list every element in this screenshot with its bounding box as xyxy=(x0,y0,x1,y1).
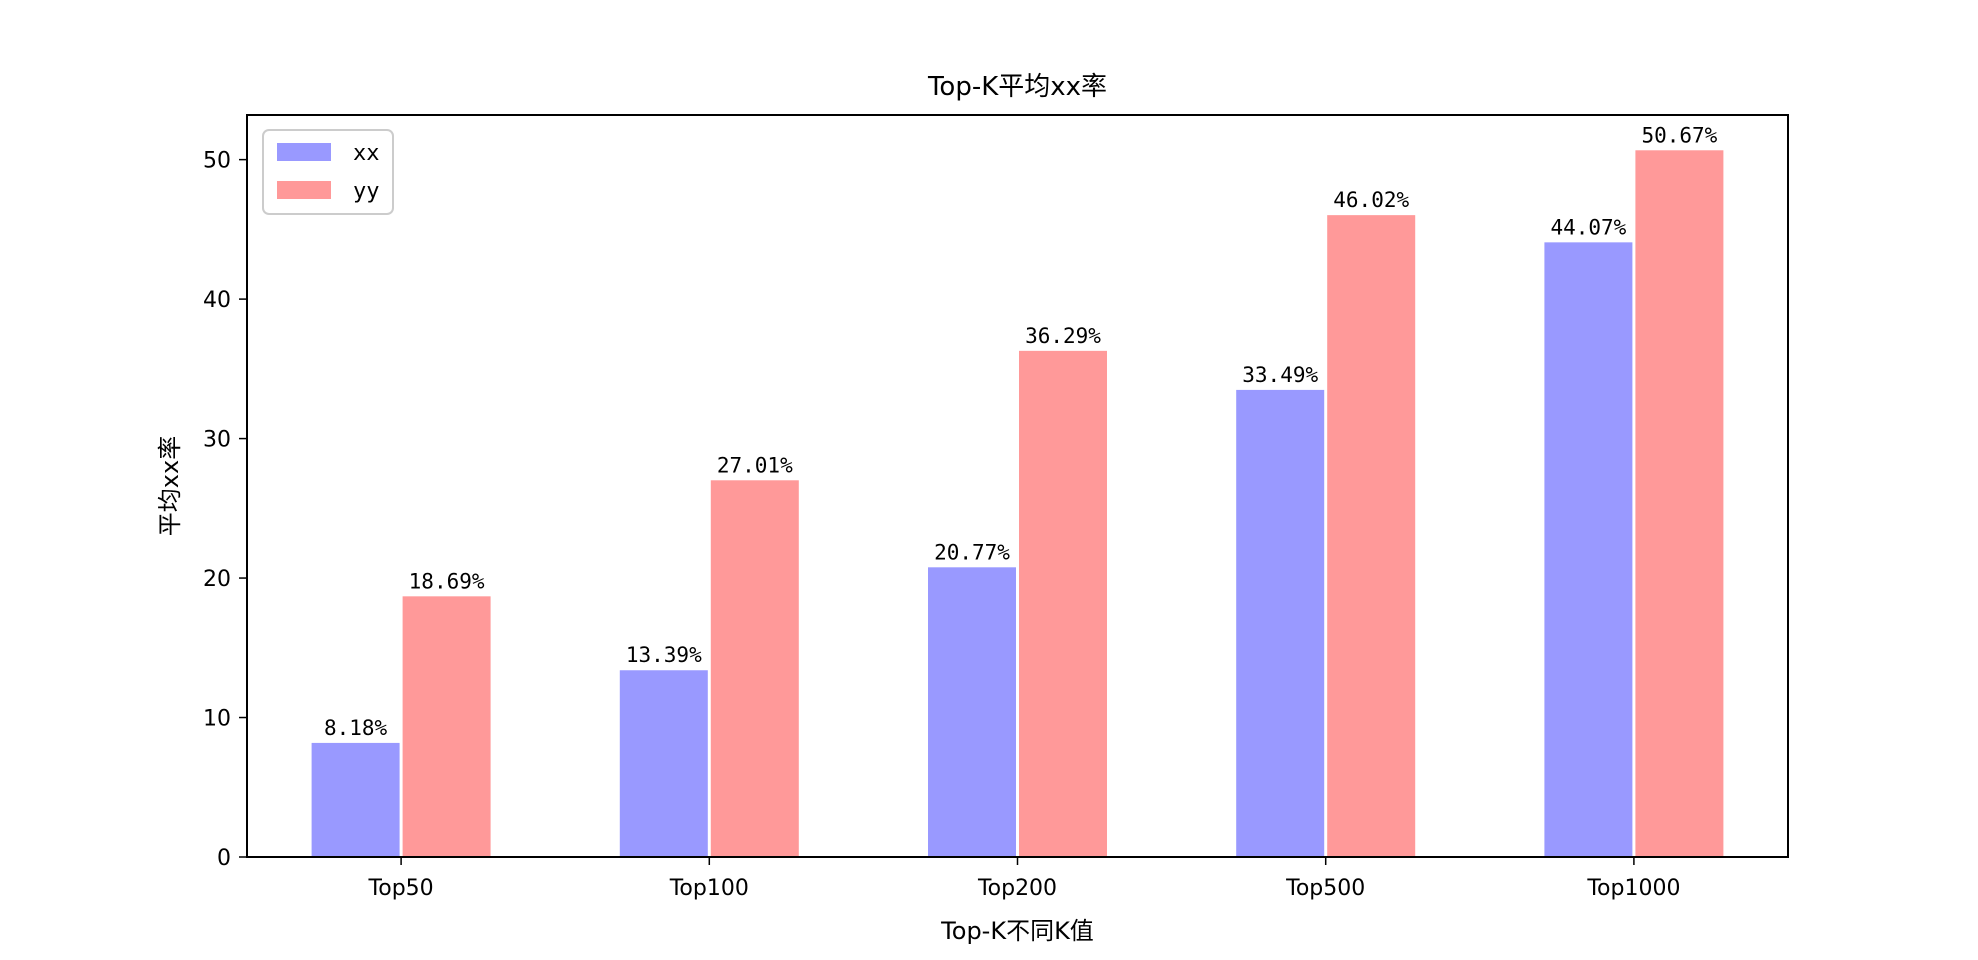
x-tick-label: Top200 xyxy=(977,876,1057,901)
bar-value-label: 44.07% xyxy=(1550,215,1626,239)
y-tick-label: 20 xyxy=(203,567,231,592)
bar-value-label: 20.77% xyxy=(934,540,1010,564)
y-tick-label: 10 xyxy=(203,707,231,732)
y-axis: 0 10 20 30 40 50 xyxy=(203,149,247,871)
bar-value-label: 27.01% xyxy=(717,453,793,477)
bar-yy-top50 xyxy=(402,596,491,857)
x-tick-label: Top100 xyxy=(669,876,749,901)
bar-xx-top50 xyxy=(311,742,400,857)
bar-value-label: 13.39% xyxy=(626,643,702,667)
x-axis-label: Top-K不同K值 xyxy=(940,917,1094,945)
bar-value-label: 33.49% xyxy=(1242,363,1318,387)
x-axis: Top50 Top100 Top200 Top500 Top1000 xyxy=(368,857,1680,901)
bar-xx-top100 xyxy=(619,670,708,857)
legend-swatch-yy xyxy=(277,181,331,199)
y-tick-label: 30 xyxy=(203,428,231,453)
bar-xx-top500 xyxy=(1236,389,1325,857)
bar-xx-top200 xyxy=(928,567,1016,857)
bar-yy-top1000 xyxy=(1635,150,1724,857)
bar-value-label: 18.69% xyxy=(409,569,485,593)
legend: xx yy xyxy=(262,129,394,215)
bars-layer xyxy=(311,150,1724,858)
x-tick-label: Top500 xyxy=(1285,876,1365,901)
legend-swatch-xx xyxy=(277,143,331,161)
y-tick-label: 40 xyxy=(203,288,231,313)
bar-value-label: 50.67% xyxy=(1641,123,1717,147)
legend-items: xx yy xyxy=(277,141,380,204)
bar-value-label: 8.18% xyxy=(324,716,388,740)
y-tick-label: 50 xyxy=(203,149,231,174)
bar-value-label: 46.02% xyxy=(1333,188,1409,212)
y-axis-label: 平均xx率 xyxy=(156,436,184,536)
legend-label-yy: yy xyxy=(353,179,380,204)
legend-label-xx: xx xyxy=(353,141,380,166)
bar-yy-top100 xyxy=(710,480,799,857)
chart-title: Top-K平均xx率 xyxy=(927,72,1107,102)
y-tick-label: 0 xyxy=(217,846,231,871)
value-labels-layer: 8.18% 18.69% 13.39% 27.01% 20.77% 36.29% 33.49… xyxy=(324,123,1718,740)
x-tick-label: Top1000 xyxy=(1586,876,1680,901)
x-tick-label: Top50 xyxy=(368,876,434,901)
bar-value-label: 36.29% xyxy=(1025,324,1101,348)
bar-xx-top1000 xyxy=(1544,242,1633,857)
bar-yy-top500 xyxy=(1327,215,1416,858)
bar-yy-top200 xyxy=(1019,350,1107,857)
